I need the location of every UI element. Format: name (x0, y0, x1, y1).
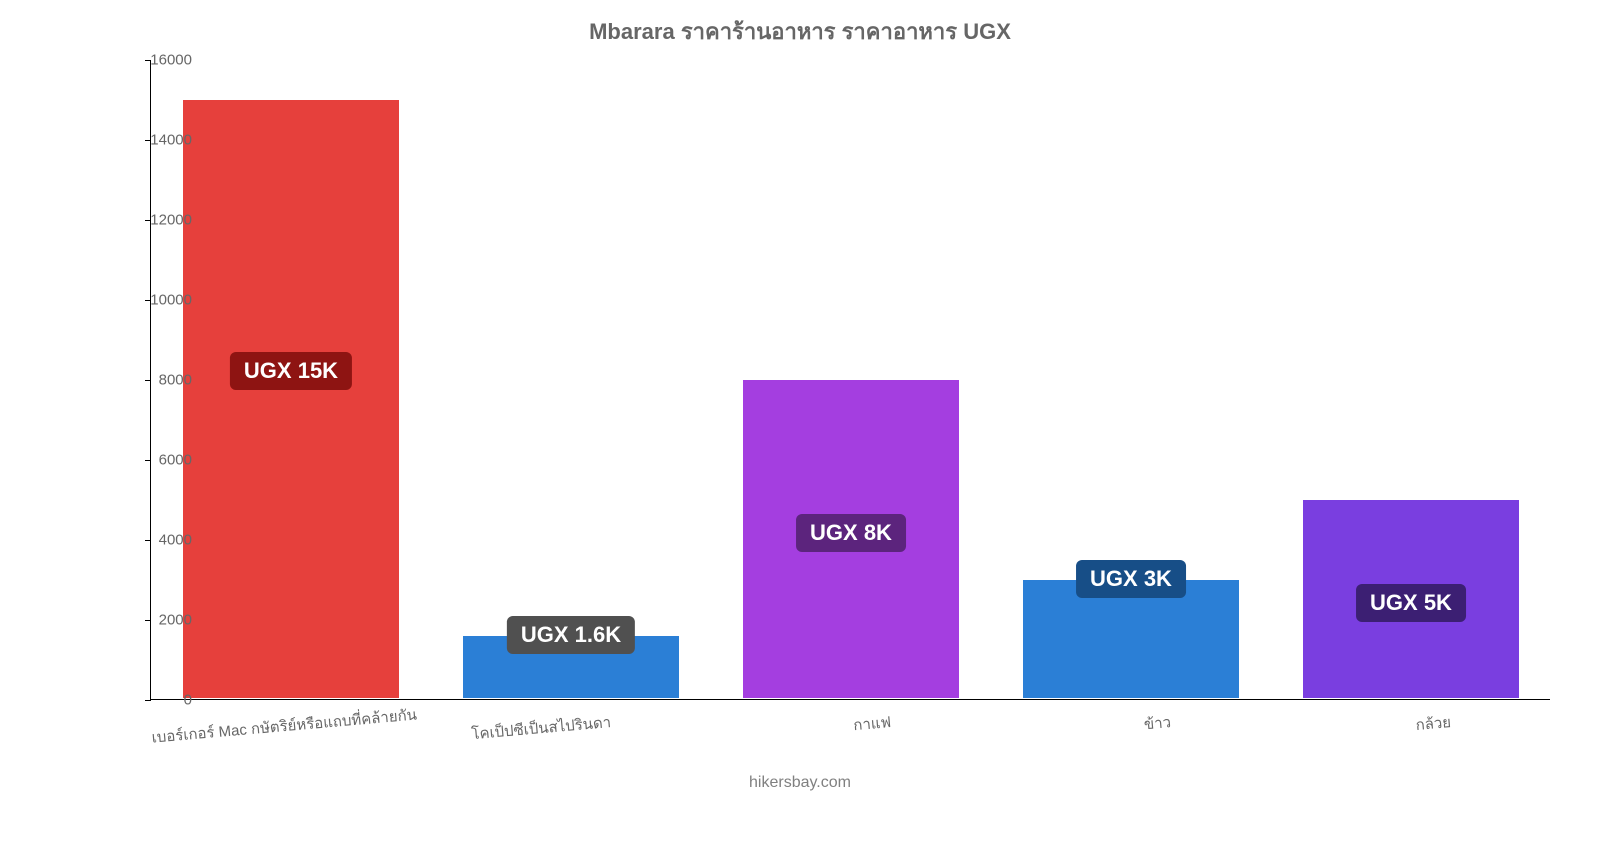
y-axis-label: 6000 (159, 452, 192, 469)
y-axis-label: 14000 (150, 132, 192, 149)
y-tick (145, 700, 151, 701)
bar-value-label: UGX 5K (1356, 584, 1466, 622)
y-axis-label: 0 (184, 692, 192, 709)
y-tick (145, 620, 151, 621)
y-axis-label: 12000 (150, 212, 192, 229)
chart-container: Mbarara ราคาร้านอาหาร ราคาอาหาร UGX UGX … (0, 0, 1600, 800)
y-tick (145, 460, 151, 461)
y-axis-label: 8000 (159, 372, 192, 389)
y-axis-label: 16000 (150, 52, 192, 69)
y-tick (145, 380, 151, 381)
bar-value-label: UGX 3K (1076, 560, 1186, 598)
bar-value-label: UGX 1.6K (507, 616, 635, 654)
bar-value-label: UGX 15K (230, 352, 352, 390)
y-axis-label: 10000 (150, 292, 192, 309)
chart-title: Mbarara ราคาร้านอาหาร ราคาอาหาร UGX (0, 14, 1600, 49)
plot-area: UGX 15Kเบอร์เกอร์ Mac กษัตริย์หรือแถบที่… (150, 60, 1550, 700)
y-axis-label: 4000 (159, 532, 192, 549)
chart-credit: hikersbay.com (0, 774, 1600, 792)
bar (182, 99, 400, 699)
y-axis-label: 2000 (159, 612, 192, 629)
y-tick (145, 540, 151, 541)
bar-value-label: UGX 8K (796, 514, 906, 552)
